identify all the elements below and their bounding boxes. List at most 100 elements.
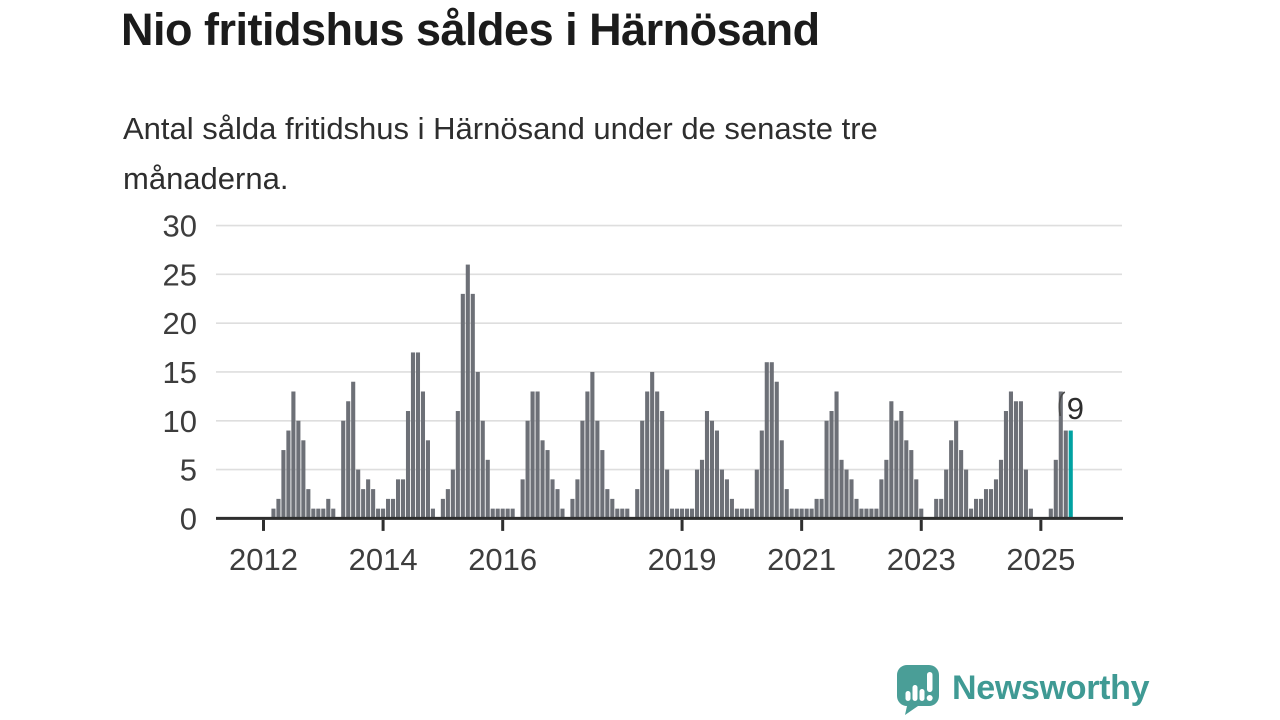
- bar: [709, 420, 715, 519]
- bar: [804, 508, 809, 519]
- bar: [635, 489, 640, 519]
- bar: [331, 508, 336, 519]
- bar: [879, 479, 884, 519]
- bar: [650, 371, 655, 519]
- bar: [440, 498, 445, 519]
- bar: [829, 411, 834, 519]
- bar: [400, 479, 406, 519]
- bar: [475, 371, 480, 519]
- bar: [799, 508, 804, 519]
- bar: [704, 411, 710, 519]
- bar: [685, 508, 690, 519]
- bar: [919, 508, 924, 519]
- bar: [988, 489, 994, 519]
- bar: [884, 459, 889, 519]
- bar: [675, 508, 680, 519]
- bar: [645, 391, 650, 519]
- bar: [1013, 401, 1018, 519]
- bar: [381, 508, 386, 519]
- bar: [371, 489, 376, 519]
- bar: [998, 459, 1004, 519]
- bar: [779, 440, 784, 519]
- bar: [764, 362, 769, 519]
- bar: [1048, 508, 1053, 519]
- bar: [376, 508, 381, 519]
- bar: [744, 508, 749, 519]
- bar: [296, 420, 301, 519]
- bar: [809, 508, 814, 519]
- bar: [909, 450, 914, 519]
- bar: [784, 489, 789, 519]
- bar: [1053, 459, 1058, 519]
- bar: [525, 420, 530, 519]
- bar: [271, 508, 276, 519]
- bar: [839, 459, 844, 519]
- bar: [983, 489, 989, 519]
- bar: [316, 508, 321, 519]
- bar: [859, 508, 864, 519]
- bar: [590, 371, 595, 519]
- bar: [415, 352, 421, 519]
- bar: [734, 508, 739, 519]
- bar: [934, 498, 939, 519]
- bar: [1058, 391, 1063, 519]
- bar: [1028, 508, 1033, 519]
- axes: [216, 391, 1123, 531]
- bar: [665, 469, 670, 519]
- logo-bubble-shape: [896, 664, 939, 715]
- bar: [944, 469, 949, 519]
- bar: [849, 479, 854, 519]
- bar: [719, 469, 724, 519]
- bar: [395, 479, 401, 519]
- x-tick-label: 2021: [767, 542, 836, 577]
- bar: [914, 479, 919, 519]
- bar: [405, 411, 411, 519]
- bar: [689, 508, 695, 519]
- bar: [465, 264, 470, 519]
- bar: [819, 498, 824, 519]
- bar: [814, 498, 819, 519]
- bar: [301, 440, 306, 519]
- bar: [993, 479, 999, 519]
- chart-subtitle-line1: Antal sålda fritidshus i Härnösand under…: [123, 111, 878, 146]
- bar: [949, 440, 954, 519]
- bar: [470, 293, 475, 519]
- bar: [974, 498, 979, 519]
- bar: [361, 489, 366, 519]
- bar: [600, 450, 605, 519]
- newsworthy-logo-icon: [896, 664, 939, 715]
- bar: [555, 489, 560, 519]
- y-tick-label: 20: [163, 306, 197, 341]
- bar: [864, 508, 869, 519]
- logo-chart-bar-1: [905, 691, 911, 701]
- bars: [271, 264, 1073, 519]
- bar: [391, 498, 396, 519]
- bar: [1023, 469, 1028, 519]
- logo-chart-bar-3: [919, 689, 925, 701]
- bar: [460, 293, 465, 519]
- bar: [366, 479, 371, 519]
- bar: [640, 420, 645, 519]
- bar: [625, 508, 630, 519]
- y-tick-label: 25: [163, 257, 197, 292]
- bar: [670, 508, 675, 519]
- logo-exclamation-bar: [927, 672, 933, 692]
- bar: [824, 420, 829, 519]
- brand-name: Newsworthy: [952, 669, 1150, 707]
- bar: [545, 450, 550, 519]
- bar: [954, 420, 959, 519]
- bar: [694, 469, 700, 519]
- bar: [904, 440, 909, 519]
- bar: [490, 508, 495, 519]
- highlighted-bar: [1068, 430, 1073, 519]
- bar: [620, 508, 625, 519]
- bar: [570, 498, 575, 519]
- bar: [326, 498, 331, 519]
- x-tick-label: 2014: [349, 542, 418, 577]
- bar: [724, 479, 729, 519]
- bar: [286, 430, 291, 519]
- chart-subtitle-line2: månaderna.: [123, 161, 289, 196]
- y-tick-label: 0: [180, 501, 197, 536]
